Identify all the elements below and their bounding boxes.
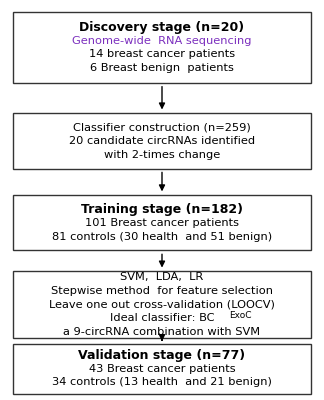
Text: 34 controls (13 health  and 21 benign): 34 controls (13 health and 21 benign) bbox=[52, 378, 272, 388]
Text: SVM,  LDA,  LR: SVM, LDA, LR bbox=[121, 272, 203, 282]
Text: 81 controls (30 health  and 51 benign): 81 controls (30 health and 51 benign) bbox=[52, 232, 272, 242]
Text: 20 candidate circRNAs identified: 20 candidate circRNAs identified bbox=[69, 136, 255, 146]
Text: Leave one out cross-validation (LOOCV): Leave one out cross-validation (LOOCV) bbox=[49, 300, 275, 310]
Text: Ideal classifier: BC: Ideal classifier: BC bbox=[110, 314, 214, 324]
FancyBboxPatch shape bbox=[13, 12, 311, 83]
Text: 14 breast cancer patients: 14 breast cancer patients bbox=[89, 50, 235, 60]
Text: with 2-times change: with 2-times change bbox=[104, 150, 220, 160]
FancyBboxPatch shape bbox=[13, 113, 311, 168]
Text: 43 Breast cancer patients: 43 Breast cancer patients bbox=[89, 364, 235, 374]
Text: Genome-wide  RNA sequencing: Genome-wide RNA sequencing bbox=[72, 36, 252, 46]
FancyBboxPatch shape bbox=[13, 344, 311, 394]
Text: Stepwise method  for feature selection: Stepwise method for feature selection bbox=[51, 286, 273, 296]
Text: 6 Breast benign  patients: 6 Breast benign patients bbox=[90, 63, 234, 73]
Text: Validation stage (n=77): Validation stage (n=77) bbox=[78, 348, 246, 362]
Text: a 9-circRNA combination with SVM: a 9-circRNA combination with SVM bbox=[64, 327, 260, 337]
Text: Discovery stage (n=20): Discovery stage (n=20) bbox=[79, 20, 245, 34]
Text: ExoC: ExoC bbox=[229, 311, 252, 320]
FancyBboxPatch shape bbox=[13, 272, 311, 338]
Text: Training stage (n=182): Training stage (n=182) bbox=[81, 203, 243, 216]
Text: Classifier construction (n=259): Classifier construction (n=259) bbox=[73, 122, 251, 132]
Text: 101 Breast cancer patients: 101 Breast cancer patients bbox=[85, 218, 239, 228]
FancyBboxPatch shape bbox=[13, 195, 311, 250]
